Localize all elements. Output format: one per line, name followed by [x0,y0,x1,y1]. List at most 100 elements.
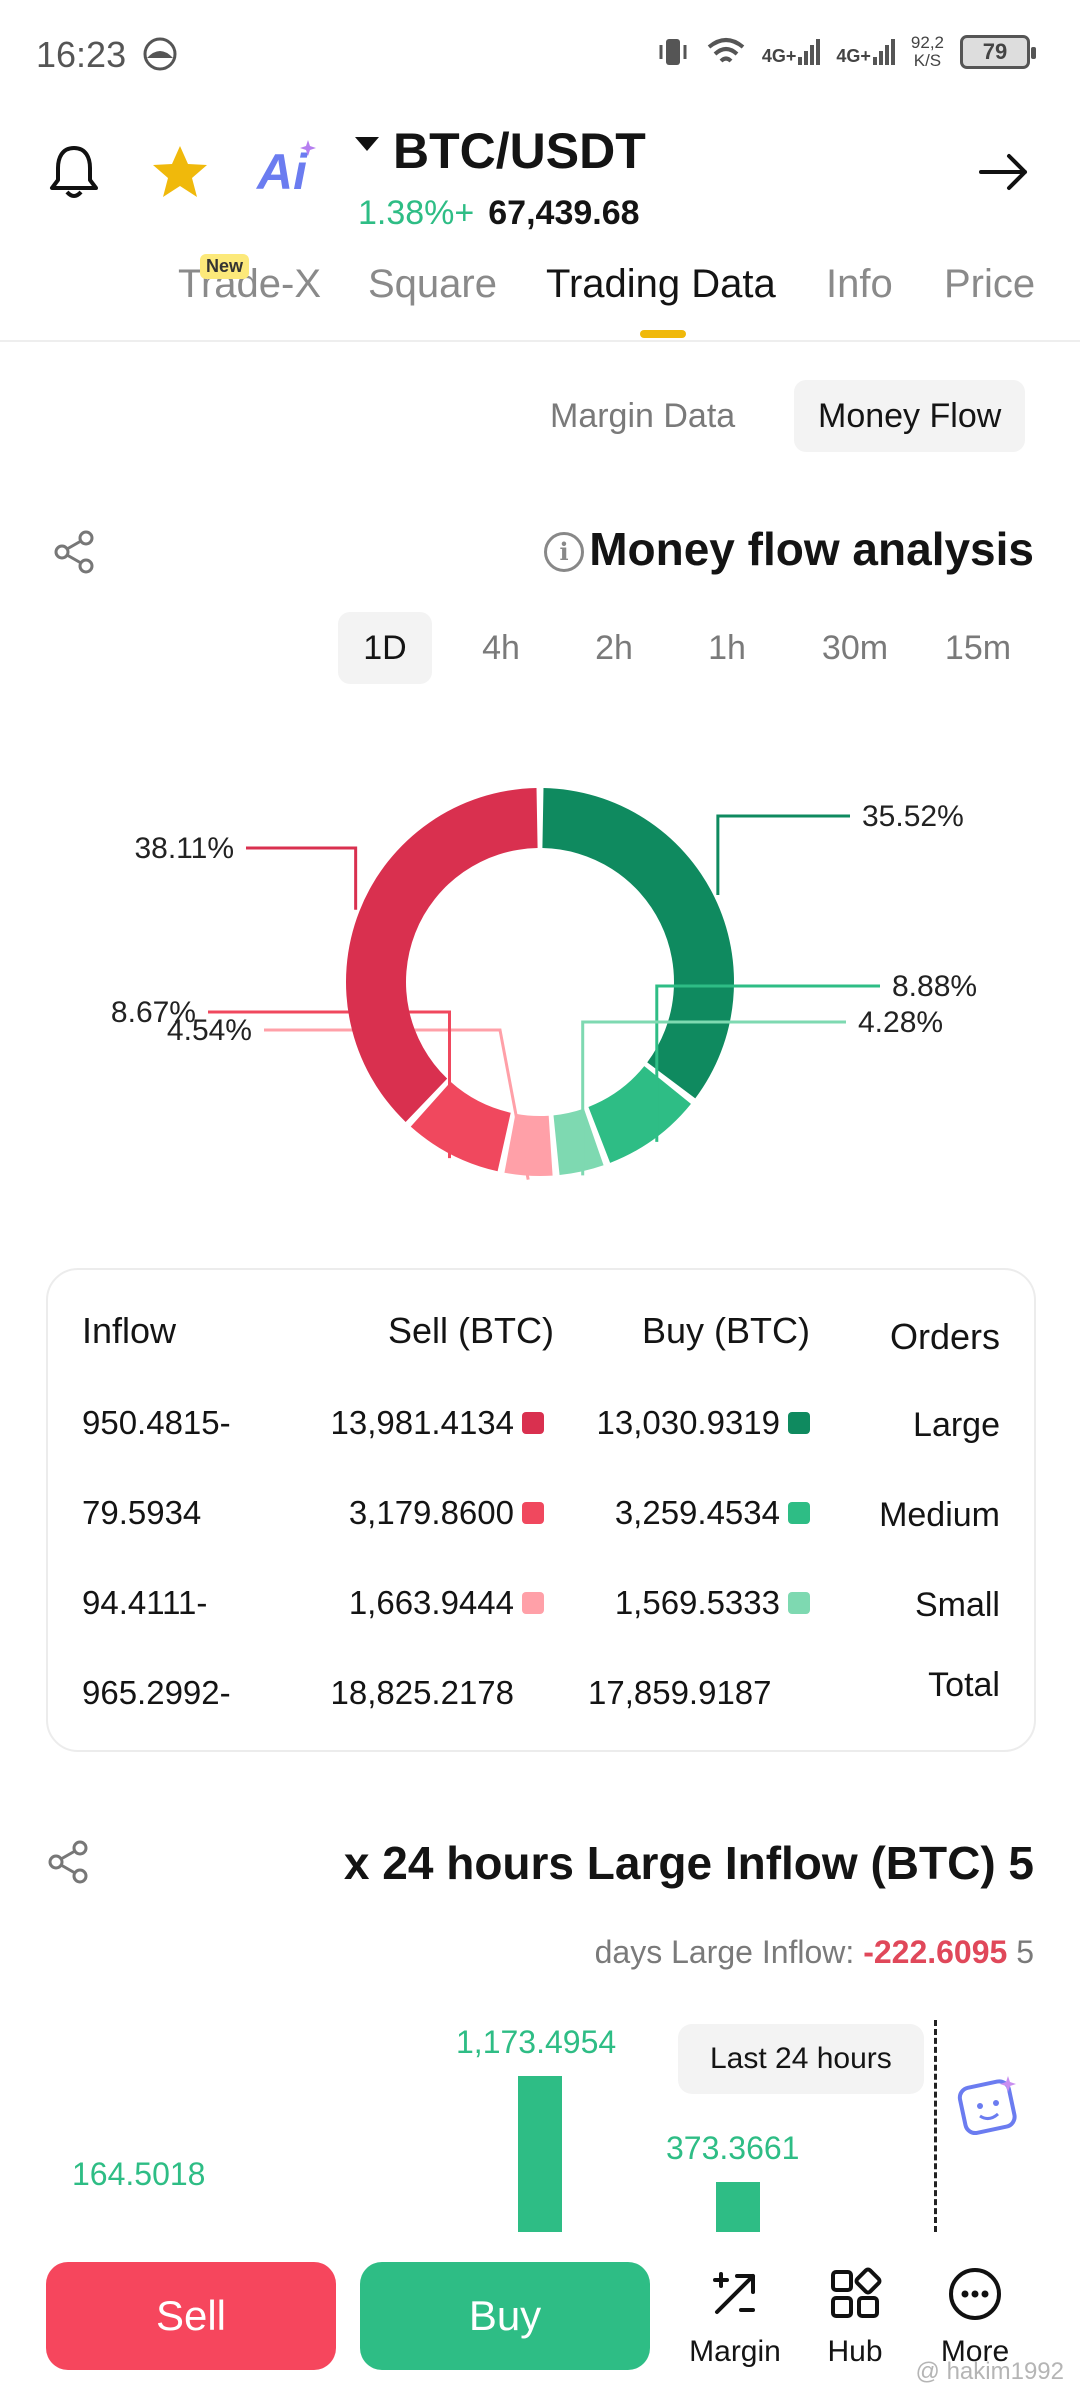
pair-selector[interactable]: BTC/USDT [355,122,646,180]
subtab-money-flow[interactable]: Money Flow [794,380,1026,452]
donut-label-2: 8.88% [892,970,977,1003]
pair-ticker: 1.38%+ 67,439.68 [358,194,640,233]
donut-leader-5 [208,1010,452,1159]
donut-slice-5 [410,1081,511,1172]
assistant-bot-icon[interactable] [952,2070,1024,2142]
margin-icon [713,2272,755,2314]
share-icon[interactable] [46,1840,90,1884]
timeframe-1h[interactable]: 1h [708,629,746,667]
bottom-action-bar: Sell Buy Margin Hub More [0,2240,1080,2400]
order-small: Small [914,1586,1000,1624]
info-icon[interactable]: i [544,532,584,572]
row-medium-buy: 3,259.4534 [614,1494,780,1531]
tab-trading-data[interactable]: Trading Data [546,262,776,306]
bell-icon[interactable] [42,140,106,204]
timeframe-30m[interactable]: 30m [821,629,889,667]
signal-bars-icon [872,39,895,65]
buy-small-swatch [788,1592,810,1614]
donut-slice-4 [504,1113,553,1176]
arrow-right-icon[interactable] [972,140,1036,204]
watermark: @ hakim1992 [915,2358,1064,2385]
donut-label-1: 35.52% [862,800,964,833]
order-large: Large [913,1406,1000,1444]
nav-more[interactable]: More [920,2266,1030,2369]
last-24h-tooltip: Last 24 hours [678,2024,924,2094]
inflow-bar-label-3: 373.3661 [666,2130,800,2167]
timeframe-1d[interactable]: 1D [338,612,432,684]
sell-button[interactable]: Sell [46,2262,336,2370]
header-orders: Orders [889,1316,1000,1357]
donut-label-3: 4.28% [858,1006,943,1039]
header-buy: Buy (BTC) [641,1310,810,1351]
top-tabs: Trade-X Square Trading Data Info Price [0,256,1080,342]
donut-slice-6 [346,788,538,1122]
money-flow-table: Inflow Sell (BTC) Buy (BTC) Orders 950.4… [46,1268,1036,1752]
order-total: Total [928,1666,1000,1704]
status-icons: 4G+ 4G+ 92,2 K/S 79 [656,33,1036,70]
row-small-buy: 1,569.5333 [614,1584,780,1621]
network-speed: 92,2 K/S [910,33,944,70]
inflow-bar-label-2: 1,173.4954 [456,2024,617,2060]
money-flow-title: Money flow analysis [589,523,1034,575]
pair-name: BTC/USDT [393,123,646,179]
buy-button[interactable]: Buy [360,2262,650,2370]
caret-down-icon [355,137,379,151]
status-bar: 16:23 4G+ 4G+ 92,2 K/S [0,0,1080,110]
row-large-buy: 13,030.9319 [596,1404,780,1441]
large-inflow-title: x 24 hours Large Inflow (BTC) 5 [343,1837,1034,1889]
large-inflow-summary: days Large Inflow: -222.6095 5 [594,1934,1034,1970]
timeframe-15m[interactable]: 15m [944,629,1012,667]
vibrate-icon [659,39,687,65]
tab-price[interactable]: Price [944,262,1036,306]
signal-bars-icon [798,39,821,65]
row-total-buy: 17,859.9187 [588,1674,772,1711]
buy-large-swatch [788,1412,810,1434]
inflow-bar-3 [716,2182,760,2232]
header-sell: Sell (BTC) [387,1310,554,1351]
last-price: 67,439.68 [488,194,640,232]
sparkle-icon [300,140,316,156]
tab-active-indicator [640,330,686,338]
signal-2: 4G+ [836,39,895,65]
status-time: 16:23 [36,34,127,75]
price-change: 1.38%+ [358,194,475,232]
row-medium-sell: 3,179.8600 [348,1494,514,1531]
favorite-star-icon[interactable] [148,140,212,204]
inflow-bar-2 [518,2076,562,2232]
nav-margin[interactable]: Margin [680,2266,790,2369]
donut-label-6: 38.11% [134,832,234,865]
row-large-inflow: 950.4815- [82,1404,231,1441]
tab-info[interactable]: Info [826,262,893,306]
donut-label-4: 4.54% [167,1014,252,1047]
hub-icon [831,2267,882,2318]
row-total-sell: 18,825.2178 [330,1674,514,1711]
money-flow-donut-chart: 35.52% 8.88%4.28% 4.54%8.67% 38.11% [111,788,977,1180]
subtab-margin-data[interactable]: Margin Data [550,397,736,435]
row-small-sell: 1,663.9444 [348,1584,514,1621]
donut-slice-2 [588,1066,691,1163]
timeframe-2h[interactable]: 2h [595,629,633,667]
donut-leader-6 [246,846,358,910]
donut-leader-2 [655,984,880,1142]
donut-label-5: 8.67% [111,996,196,1029]
nav-hub[interactable]: Hub [800,2266,910,2369]
order-medium: Medium [879,1496,1000,1534]
row-total-inflow: 965.2992- [82,1674,231,1711]
row-small-inflow: 94.4111- [82,1584,208,1621]
inflow-bar-label-1: 164.5018 [72,2156,206,2192]
donut-leader-4 [264,1028,530,1180]
donut-leader-3 [581,1020,846,1176]
donut-leader-1 [716,814,850,896]
sell-small-swatch [522,1592,544,1614]
donut-slice-1 [542,788,734,1099]
buy-medium-swatch [788,1502,810,1524]
donut-slice-3 [553,1108,604,1176]
ai-assistant-icon[interactable]: Ai [250,140,316,204]
tab-square[interactable]: Square [368,262,497,306]
crosshair-line [934,2020,937,2232]
header-inflow: Inflow [82,1310,177,1351]
timeframe-4h[interactable]: 4h [482,629,520,667]
app-status-icon [143,37,177,71]
share-icon[interactable] [52,530,96,574]
battery-icon: 79 [960,35,1036,69]
